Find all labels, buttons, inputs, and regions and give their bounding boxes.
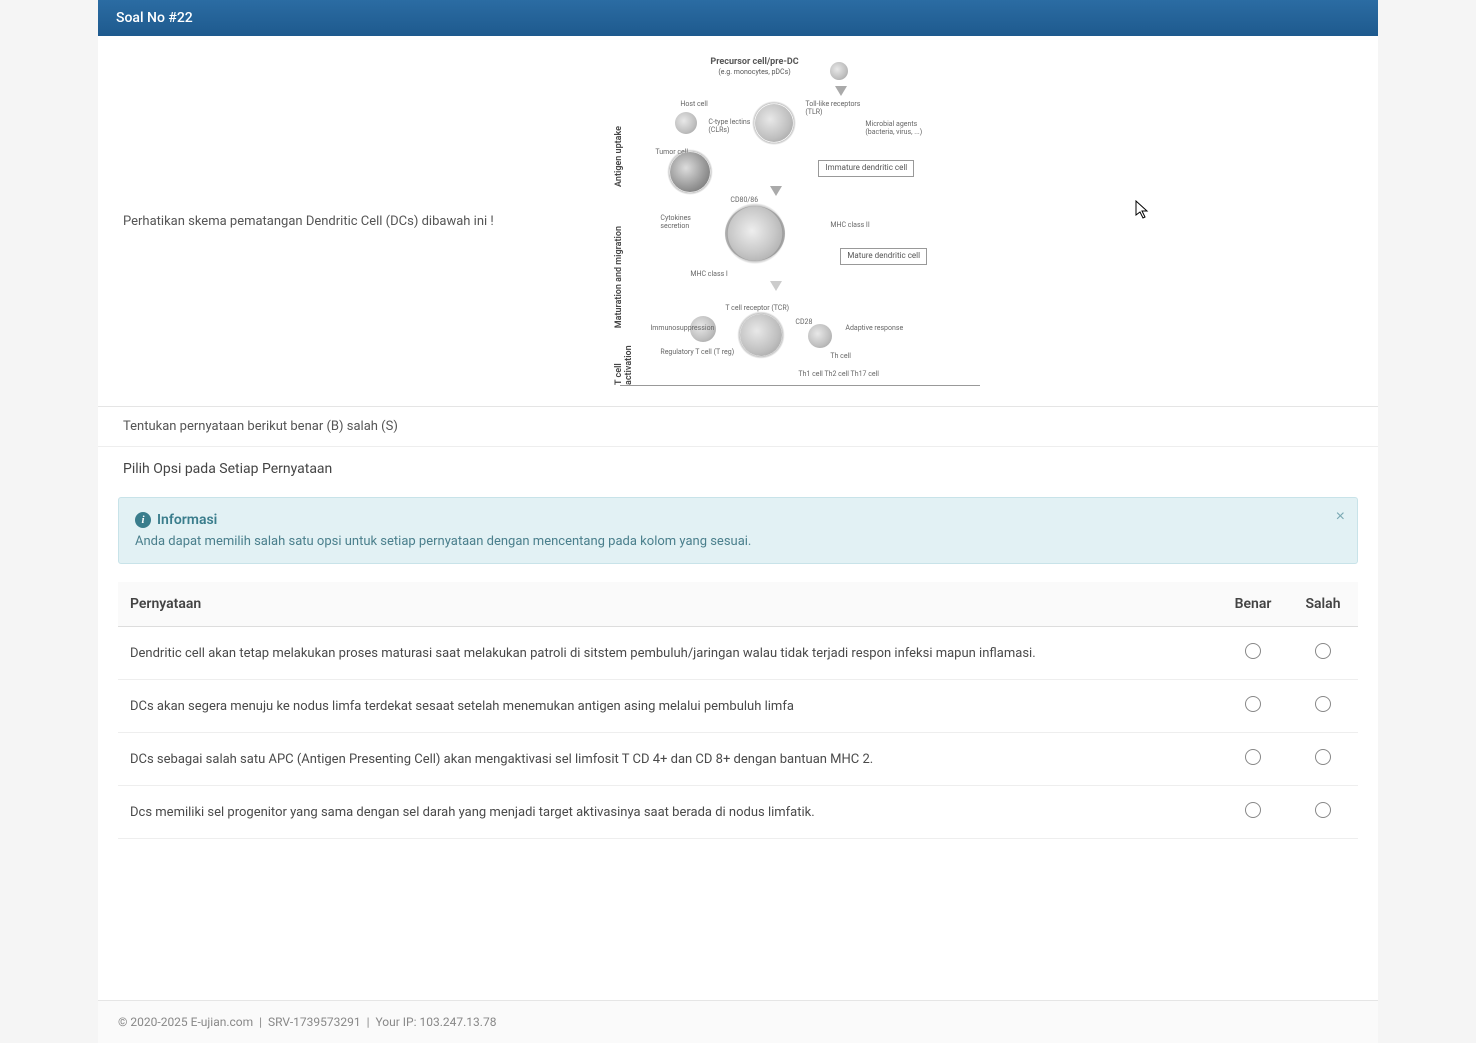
arrow-icon xyxy=(835,86,847,96)
table-body: Dendritic cell akan tetap melakukan pros… xyxy=(118,627,1358,839)
precursor-cell-icon xyxy=(830,62,848,80)
content-area: Perhatikan skema pematangan Dendritic Ce… xyxy=(98,36,1378,1000)
question-row: Perhatikan skema pematangan Dendritic Ce… xyxy=(98,36,1378,407)
question-number-title: Soal No #22 xyxy=(116,10,193,26)
label-cd28: CD28 xyxy=(795,318,812,326)
radio-true[interactable] xyxy=(1245,802,1261,818)
label-mhc2: MHC class II xyxy=(830,221,869,229)
label-mature-text: Mature dendritic cell xyxy=(847,251,920,260)
option-heading: Pilih Opsi pada Setiap Pernyataan xyxy=(98,447,1378,487)
question-prompt: Perhatikan skema pematangan Dendritic Ce… xyxy=(123,214,590,229)
label-th-subsets: Th1 cell Th2 cell Th17 cell xyxy=(798,370,879,378)
diagram-holder: Precursor cell/pre-DC (e.g. monocytes, p… xyxy=(620,56,1353,386)
footer-copyright: © 2020-2025 E-ujian.com xyxy=(118,1015,253,1029)
info-title-text: Informasi xyxy=(157,512,217,528)
th-cell-icon xyxy=(808,324,832,348)
diagram-title-line1: Precursor cell/pre-DC xyxy=(710,57,798,67)
label-immunosupp: Immunosuppression xyxy=(650,324,720,332)
label-hostcell: Host cell xyxy=(680,100,707,108)
page: Soal No #22 Perhatikan skema pematangan … xyxy=(98,0,1378,1043)
radio-true[interactable] xyxy=(1245,696,1261,712)
phase-label-tcell-activation: T cell activation xyxy=(614,331,634,385)
table-row: DCs akan segera menuju ke nodus limfa te… xyxy=(118,680,1358,733)
footer-ip-label: Your IP: xyxy=(375,1015,416,1029)
label-cytokines: Cytokines secretion xyxy=(660,214,710,230)
arrow-icon xyxy=(770,281,782,291)
info-body-text: Anda dapat memilih salah satu opsi untuk… xyxy=(135,534,1341,549)
col-header-true: Benar xyxy=(1218,582,1288,627)
label-adaptive: Adaptive response xyxy=(845,324,903,332)
statement-table: Pernyataan Benar Salah Dendritic cell ak… xyxy=(118,582,1358,839)
table-row: Dendritic cell akan tetap melakukan pros… xyxy=(118,627,1358,680)
footer-server: SRV-1739573291 xyxy=(268,1015,361,1029)
statement-text: Dendritic cell akan tetap melakukan pros… xyxy=(118,627,1218,680)
phase-label-antigen-uptake: Antigen uptake xyxy=(614,126,624,187)
arrow-icon xyxy=(770,186,782,196)
statement-text: Dcs memiliki sel progenitor yang sama de… xyxy=(118,786,1218,839)
statement-text: DCs akan segera menuju ke nodus limfa te… xyxy=(118,680,1218,733)
label-microbial: Microbial agents (bacteria, virus, ...) xyxy=(865,120,945,136)
label-mhc1: MHC class I xyxy=(690,270,727,278)
mature-dc-icon xyxy=(725,206,785,261)
table-row: DCs sebagai salah satu APC (Antigen Pres… xyxy=(118,733,1358,786)
label-mature-box: Mature dendritic cell xyxy=(840,248,927,265)
presenting-dc-icon xyxy=(740,314,782,356)
footer: © 2020-2025 E-ujian.com | SRV-1739573291… xyxy=(98,1000,1378,1043)
table-row: Dcs memiliki sel progenitor yang sama de… xyxy=(118,786,1358,839)
label-treg: Regulatory T cell (T reg) xyxy=(660,348,740,356)
info-title-row: i Informasi xyxy=(135,512,1341,528)
info-icon: i xyxy=(135,512,151,528)
phase-label-maturation: Maturation and migration xyxy=(614,226,624,328)
info-close-button[interactable]: × xyxy=(1336,508,1345,526)
info-panel: × i Informasi Anda dapat memilih salah s… xyxy=(118,497,1358,564)
col-header-false: Salah xyxy=(1288,582,1358,627)
label-th: Th cell xyxy=(830,352,851,360)
table-header-row: Pernyataan Benar Salah xyxy=(118,582,1358,627)
radio-false[interactable] xyxy=(1315,696,1331,712)
label-immature-box: Immature dendritic cell xyxy=(818,160,914,177)
statement-text: DCs sebagai salah satu APC (Antigen Pres… xyxy=(118,733,1218,786)
question-header-bar: Soal No #22 xyxy=(98,0,1378,36)
diagram-title: Precursor cell/pre-DC (e.g. monocytes, p… xyxy=(710,58,798,78)
radio-false[interactable] xyxy=(1315,802,1331,818)
col-header-statement: Pernyataan xyxy=(118,582,1218,627)
tumor-cell-icon xyxy=(670,152,710,192)
immature-dc-icon xyxy=(755,104,793,142)
dendritic-cell-diagram: Precursor cell/pre-DC (e.g. monocytes, p… xyxy=(620,56,980,386)
instruction-text: Tentukan pernyataan berikut benar (B) sa… xyxy=(98,407,1378,447)
host-cell-icon xyxy=(675,112,697,134)
radio-false[interactable] xyxy=(1315,643,1331,659)
radio-true[interactable] xyxy=(1245,643,1261,659)
label-immature-text: Immature dendritic cell xyxy=(825,163,907,172)
footer-ip: 103.247.13.78 xyxy=(420,1015,497,1029)
radio-false[interactable] xyxy=(1315,749,1331,765)
diagram-title-line2: (e.g. monocytes, pDCs) xyxy=(718,68,790,76)
label-tlr: Toll-like receptors (TLR) xyxy=(805,100,875,116)
radio-true[interactable] xyxy=(1245,749,1261,765)
